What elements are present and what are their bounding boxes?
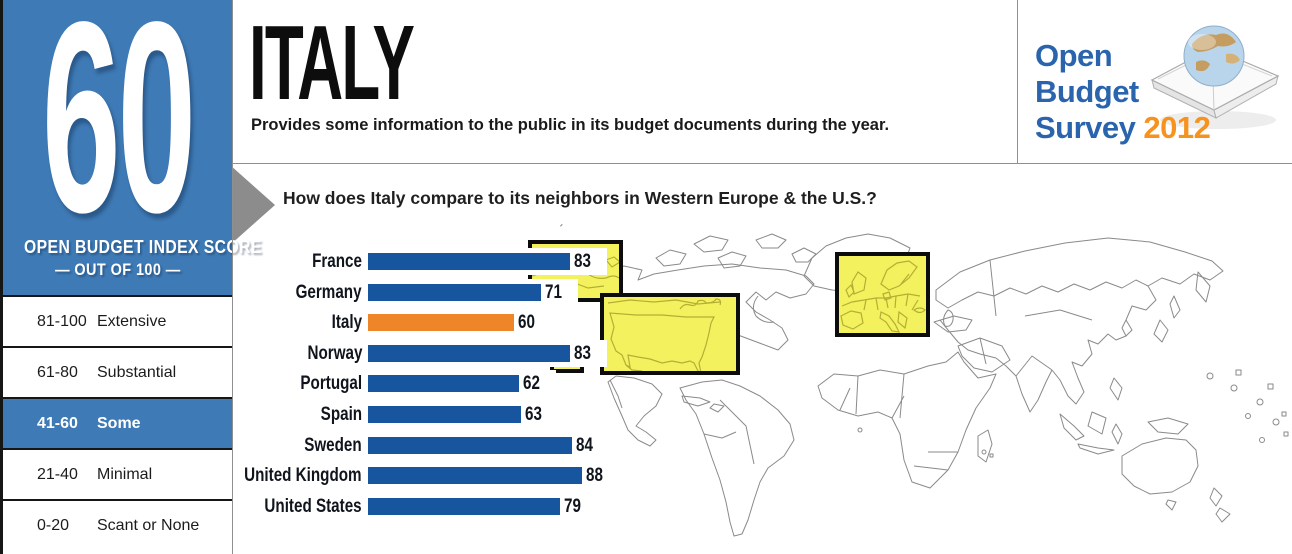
bar-strip: 83 (368, 248, 608, 275)
comparison-bar-chart: France 83 Germany 71 Italy 60 Norway 83 Portugal… (244, 246, 690, 542)
bar-row: France 83 (250, 246, 690, 277)
logo-line-open: Open (1035, 38, 1113, 73)
legend-row: 41-60 Some (3, 397, 232, 448)
logo-line-budget: Budget (1035, 74, 1139, 109)
score-caption-line1: OPEN BUDGET INDEX SCORE (23, 236, 262, 257)
bar-category-label: Italy (331, 311, 362, 334)
bar (368, 406, 522, 423)
legend-category: Scant or None (97, 516, 200, 534)
bar-value-label: 71 (544, 280, 562, 303)
bar-category-label: United Kingdom (244, 464, 362, 487)
legend-category: Extensive (97, 312, 167, 330)
section-arrow-icon (230, 165, 275, 245)
bar-category-label: Norway (307, 341, 362, 364)
bar-row: Norway 83 (250, 338, 690, 369)
bar-category-label: United States (264, 494, 362, 517)
bar-row: Italy 60 (250, 307, 690, 338)
map-inset-europe (835, 252, 930, 337)
legend-row: 0-20 Scant or None (3, 499, 232, 550)
header-rule (233, 163, 1292, 164)
logo-year: 2012 (1143, 110, 1211, 145)
bar-strip: 88 (368, 462, 620, 490)
bar (368, 497, 560, 515)
bar-value-label: 83 (573, 250, 591, 272)
bar-strip: 83 (368, 339, 608, 367)
bar-category-label: Germany (296, 280, 362, 303)
legend-category: Substantial (97, 363, 177, 381)
bar (368, 436, 573, 454)
bar-strip: 60 (368, 309, 552, 337)
bar-value-label: 63 (525, 403, 543, 425)
bar-category-label: Spain (320, 403, 362, 425)
globe-book-icon (1150, 25, 1280, 129)
bar-row: Germany 71 (250, 277, 690, 308)
world-map (560, 224, 1289, 537)
legend-category: Minimal (97, 465, 153, 483)
logo-line-survey: Survey 2012 (1035, 110, 1211, 145)
comparison-question: How does Italy compare to its neighbors … (283, 188, 877, 208)
bar-strip: 71 (368, 278, 579, 306)
legend-range: 0-20 (37, 516, 70, 534)
bar-row: Sweden 84 (250, 430, 690, 461)
bar-value-label: 84 (576, 433, 594, 456)
legend-row: 61-80 Substantial (3, 346, 232, 397)
legend-range: 61-80 (37, 363, 78, 381)
bar-value-label: 62 (522, 372, 540, 395)
page-left-border (0, 0, 3, 554)
logo-divider (1017, 0, 1018, 163)
score-caption-line2: — OUT OF 100 — (54, 260, 181, 279)
bar (368, 314, 514, 332)
bar-row: United Kingdom 88 (244, 460, 690, 491)
sidebar-divider (232, 0, 233, 554)
bar-row: United States 79 (250, 491, 690, 522)
score-box: 60 OPEN BUDGET INDEX SCORE — OUT OF 100 … (3, 0, 262, 295)
legend-range: 81-100 (37, 312, 87, 330)
bar-value-label: 60 (517, 311, 535, 334)
bar-category-label: Sweden (304, 433, 362, 456)
logo-text: Open Budget Survey 2012 (1035, 38, 1211, 146)
bar-category-label: France (312, 250, 362, 272)
bar-strip: 84 (368, 431, 610, 459)
bar (368, 375, 519, 393)
legend-range: 21-40 (37, 465, 78, 483)
score-value: 60 (41, 0, 196, 269)
bar (368, 283, 541, 301)
score-legend: 81-100 Extensive 61-80 Substantial 41-60 Some… (3, 295, 232, 550)
legend-row: 21-40 Minimal (3, 448, 232, 499)
legend-range: 41-60 (37, 414, 78, 432)
open-budget-survey-logo: Open Budget Survey 2012 (1030, 25, 1292, 160)
bar-strip: 62 (368, 370, 557, 398)
bar-value-label: 79 (563, 494, 581, 517)
bar-category-label: Portugal (300, 372, 362, 395)
bar-strip: 79 (368, 492, 598, 520)
bar-row: Portugal 62 (250, 368, 690, 399)
legend-category: Some (97, 414, 141, 432)
bar-value-label: 88 (585, 464, 603, 487)
bar-row: Spain 63 (250, 399, 690, 430)
bar-strip: 63 (368, 401, 559, 428)
bar-value-label: 83 (573, 341, 591, 364)
legend-row: 81-100 Extensive (3, 295, 232, 346)
country-title: ITALY (249, 4, 415, 122)
bar (368, 467, 582, 485)
bar (368, 344, 570, 362)
map-inset-us (600, 293, 740, 375)
bar (368, 253, 570, 270)
score-sidebar: 60 OPEN BUDGET INDEX SCORE — OUT OF 100 … (3, 0, 262, 554)
country-subtitle: Provides some information to the public … (251, 116, 890, 134)
